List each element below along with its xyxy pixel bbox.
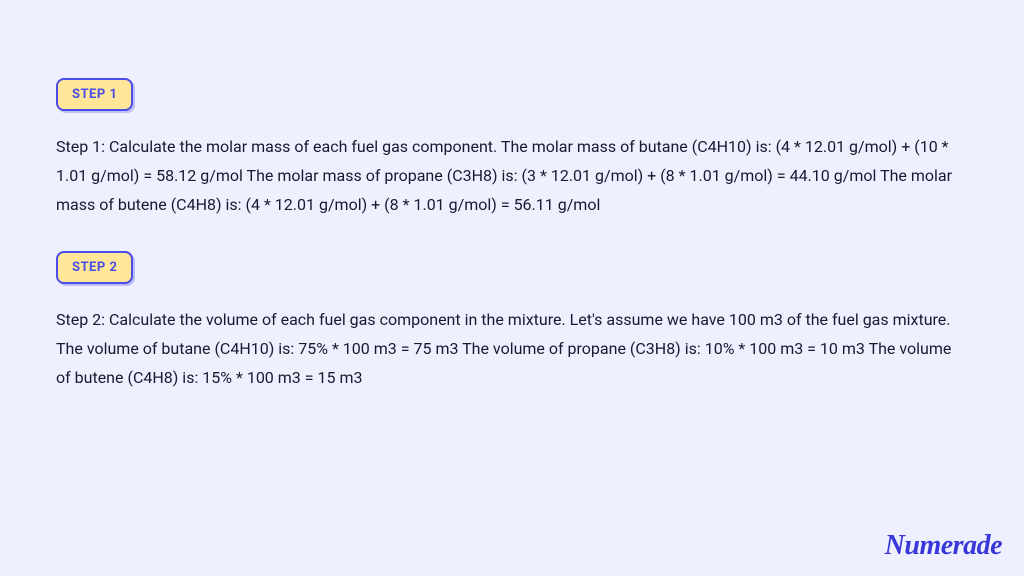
step-2-text: Step 2: Calculate the volume of each fue… (56, 306, 968, 392)
step-2-block: STEP 2 Step 2: Calculate the volume of e… (56, 251, 968, 392)
content-area: STEP 1 Step 1: Calculate the molar mass … (0, 0, 1024, 393)
step-1-text: Step 1: Calculate the molar mass of each… (56, 133, 968, 219)
step-1-badge: STEP 1 (56, 78, 133, 111)
step-2-badge: STEP 2 (56, 251, 133, 284)
numerade-logo: Numerade (885, 530, 1002, 562)
step-1-block: STEP 1 Step 1: Calculate the molar mass … (56, 78, 968, 219)
